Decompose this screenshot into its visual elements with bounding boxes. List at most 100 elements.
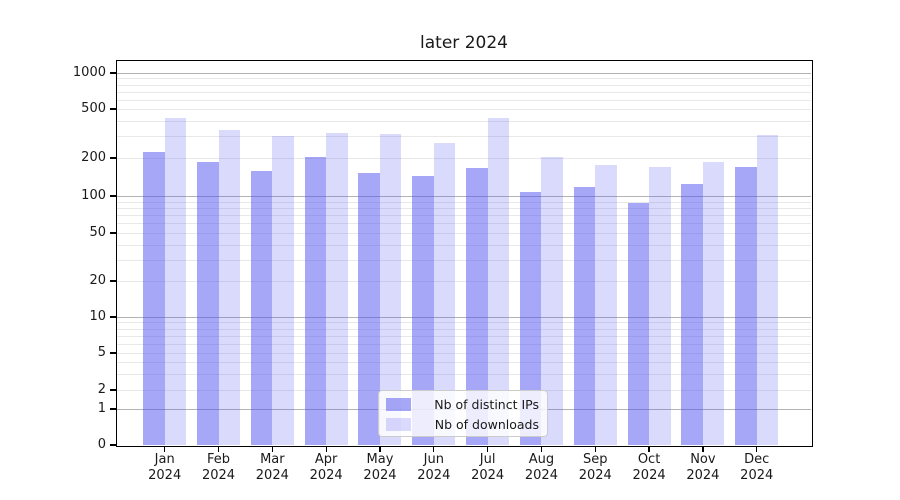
major-gridline-10 bbox=[117, 317, 811, 318]
x-tick-label-jun: Jun 2024 bbox=[417, 452, 451, 483]
legend-item-downloads: Nb of downloads bbox=[386, 415, 539, 434]
x-tick-label-oct: Oct 2024 bbox=[632, 452, 666, 483]
x-tick-label-mar: Mar 2024 bbox=[255, 452, 289, 483]
x-tick-mark-jul bbox=[487, 446, 489, 452]
y-tick-mark-200 bbox=[110, 157, 116, 159]
y-tick-label-1: 1 bbox=[97, 401, 106, 416]
x-tick-mark-jan bbox=[164, 446, 166, 452]
x-tick-label-feb: Feb 2024 bbox=[201, 452, 236, 483]
y-tick-mark-50 bbox=[110, 232, 116, 234]
bar-distinct-ips-dec bbox=[735, 166, 757, 445]
bar-distinct-ips-nov bbox=[681, 183, 703, 445]
major-gridline-100 bbox=[117, 196, 811, 197]
legend-swatch-distinct-ips-icon bbox=[386, 398, 411, 411]
y-tick-mark-1000 bbox=[110, 72, 116, 74]
y-tick-label-500: 500 bbox=[81, 101, 106, 116]
x-tick-mark-apr bbox=[325, 446, 327, 452]
minor-gridline-500 bbox=[117, 109, 811, 110]
bar-downloads-sep bbox=[595, 164, 617, 445]
minor-gridline-4 bbox=[117, 362, 811, 363]
bar-downloads-jun bbox=[433, 142, 456, 445]
x-tick-mark-oct bbox=[648, 446, 650, 452]
minor-gridline-5 bbox=[117, 353, 811, 354]
bar-downloads-may bbox=[379, 133, 402, 445]
y-tick-label-2: 2 bbox=[97, 382, 106, 397]
legend-label-downloads: Nb of downloads bbox=[434, 417, 539, 432]
bar-distinct-ips-aug bbox=[519, 191, 542, 445]
minor-gridline-3 bbox=[117, 373, 811, 375]
x-tick-label-dec: Dec 2024 bbox=[740, 452, 774, 483]
y-tick-mark-10 bbox=[110, 316, 116, 318]
bar-distinct-ips-may bbox=[358, 173, 380, 445]
minor-gridline-8 bbox=[117, 328, 811, 330]
x-tick-label-sep: Sep 2024 bbox=[578, 452, 612, 483]
x-tick-mark-aug bbox=[540, 446, 543, 452]
bar-downloads-aug bbox=[541, 157, 563, 445]
x-tick-label-aug: Aug 2024 bbox=[524, 452, 558, 483]
x-tick-mark-jun bbox=[433, 446, 435, 452]
y-tick-mark-1 bbox=[110, 408, 116, 410]
x-tick-mark-feb bbox=[217, 446, 220, 452]
x-tick-label-jan: Jan 2024 bbox=[148, 452, 182, 483]
minor-gridline-400 bbox=[117, 120, 811, 122]
y-tick-mark-20 bbox=[110, 280, 116, 282]
bar-downloads-oct bbox=[649, 167, 671, 445]
minor-gridline-9 bbox=[117, 322, 811, 324]
x-tick-label-may: May 2024 bbox=[363, 452, 397, 483]
y-tick-label-1000: 1000 bbox=[72, 65, 106, 80]
minor-gridline-300 bbox=[117, 136, 811, 138]
legend: Nb of distinct IPs Nb of downloads bbox=[378, 390, 548, 437]
y-tick-label-50: 50 bbox=[89, 225, 106, 240]
y-tick-label-100: 100 bbox=[81, 188, 106, 203]
bar-distinct-ips-oct bbox=[627, 203, 650, 445]
bar-distinct-ips-mar bbox=[250, 170, 273, 445]
y-tick-mark-500 bbox=[110, 108, 116, 110]
x-tick-label-jul: Jul 2024 bbox=[471, 452, 505, 483]
x-tick-mark-sep bbox=[594, 446, 596, 452]
y-tick-label-10: 10 bbox=[89, 309, 106, 324]
y-tick-mark-100 bbox=[110, 195, 116, 197]
y-tick-mark-5 bbox=[110, 352, 116, 354]
minor-gridline-7 bbox=[117, 335, 811, 337]
x-tick-mark-dec bbox=[756, 446, 758, 452]
bar-downloads-apr bbox=[326, 132, 348, 445]
y-tick-mark-2 bbox=[110, 389, 116, 391]
bar-distinct-ips-jul bbox=[466, 167, 488, 445]
bar-downloads-jul bbox=[487, 117, 510, 445]
minor-gridline-200 bbox=[117, 158, 811, 159]
minor-gridline-90 bbox=[117, 201, 811, 203]
bar-downloads-feb bbox=[218, 129, 241, 445]
x-tick-label-nov: Nov 2024 bbox=[686, 452, 720, 483]
minor-gridline-6 bbox=[117, 343, 811, 345]
bar-distinct-ips-jun bbox=[412, 176, 434, 445]
bar-downloads-nov bbox=[702, 161, 725, 445]
bar-distinct-ips-jan bbox=[143, 152, 165, 445]
bar-distinct-ips-sep bbox=[573, 186, 596, 445]
legend-swatch-downloads-icon bbox=[386, 418, 411, 431]
x-tick-mark-nov bbox=[702, 446, 704, 452]
bar-downloads-dec bbox=[756, 135, 779, 445]
bar-downloads-jan bbox=[164, 118, 187, 445]
minor-gridline-600 bbox=[117, 99, 811, 101]
y-tick-label-5: 5 bbox=[97, 345, 106, 360]
minor-gridline-30 bbox=[117, 259, 811, 261]
x-tick-mark-mar bbox=[271, 446, 274, 452]
chart-title: later 2024 bbox=[420, 33, 508, 53]
minor-gridline-20 bbox=[117, 281, 811, 282]
bar-distinct-ips-feb bbox=[197, 162, 219, 445]
minor-gridline-50 bbox=[117, 233, 811, 234]
bar-downloads-mar bbox=[272, 136, 294, 445]
minor-gridline-700 bbox=[117, 91, 811, 93]
y-tick-mark-0 bbox=[110, 444, 116, 446]
major-gridline-1000 bbox=[117, 73, 811, 74]
minor-gridline-900 bbox=[117, 78, 811, 80]
minor-gridline-800 bbox=[117, 84, 811, 86]
y-tick-label-20: 20 bbox=[89, 273, 106, 288]
minor-gridline-60 bbox=[117, 223, 811, 225]
x-tick-label-apr: Apr 2024 bbox=[309, 452, 343, 483]
y-tick-label-200: 200 bbox=[81, 150, 106, 165]
legend-label-distinct-ips: Nb of distinct IPs bbox=[434, 397, 539, 412]
bar-distinct-ips-apr bbox=[304, 157, 327, 445]
minor-gridline-80 bbox=[117, 207, 811, 209]
